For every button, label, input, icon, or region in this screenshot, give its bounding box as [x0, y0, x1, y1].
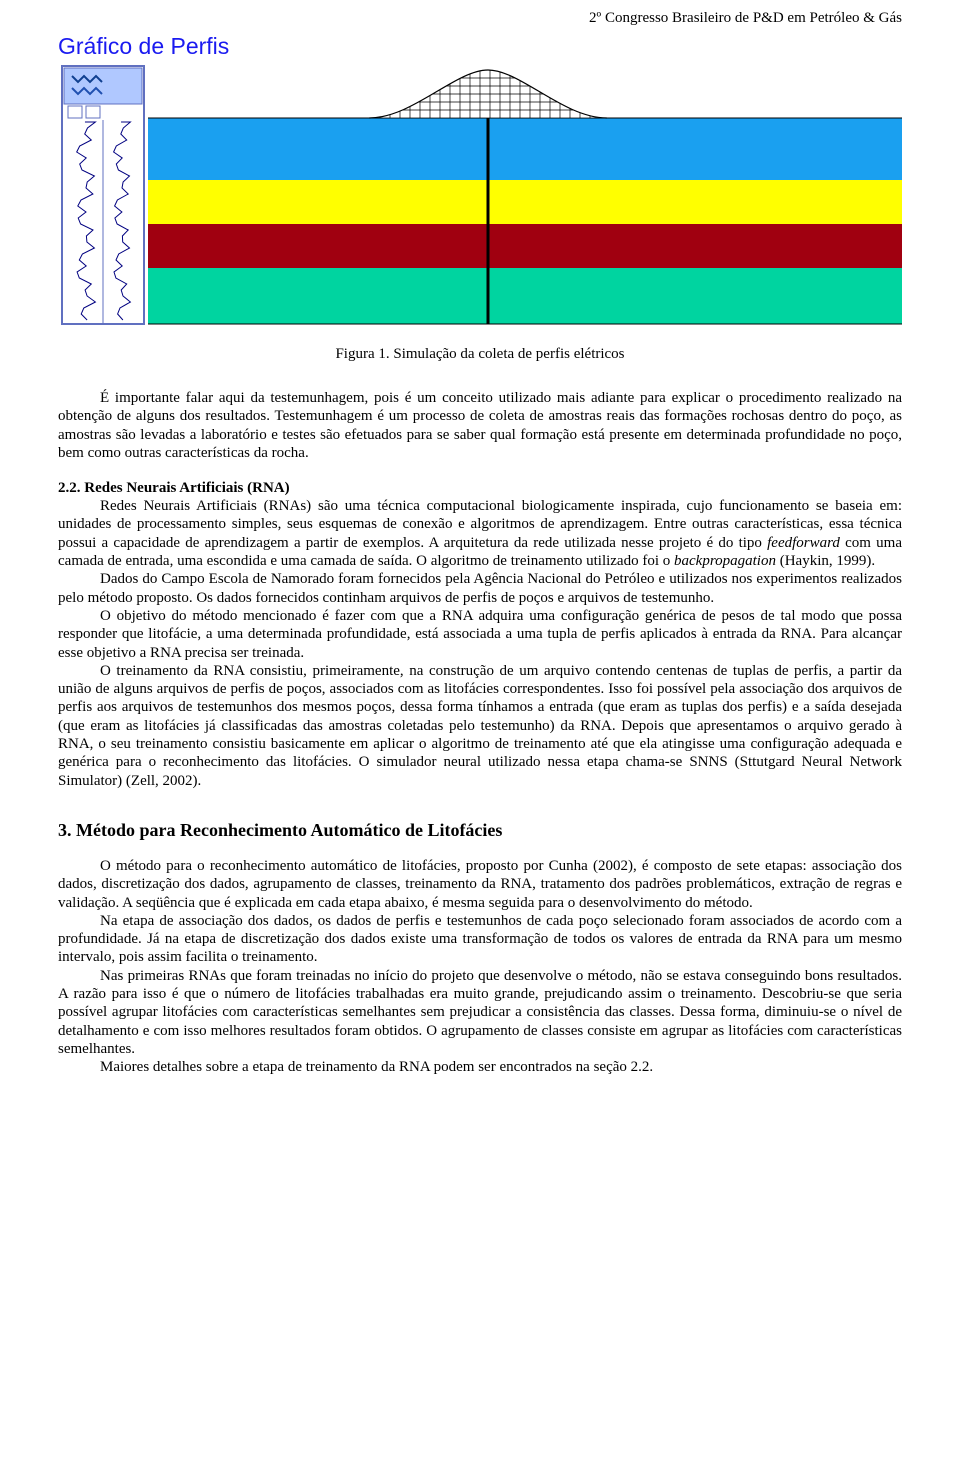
italic-feedforward: feedforward	[767, 535, 840, 551]
running-header: 2º Congresso Brasileiro de P&D em Petról…	[58, 10, 902, 27]
paragraph-3-a: O método para o reconhecimento automátic…	[58, 857, 902, 912]
figure-title: Gráfico de Perfis	[58, 33, 902, 60]
paragraph-3-c: Nas primeiras RNAs que foram treinadas n…	[58, 967, 902, 1058]
italic-backpropagation: backpropagation	[674, 553, 776, 569]
text-run: (Haykin, 1999).	[776, 553, 875, 569]
figure-1: Gráfico de Perfis	[58, 33, 902, 326]
section-3-title: 3. Método para Reconhecimento Automático…	[58, 820, 902, 841]
paragraph-2-2-a: Redes Neurais Artificiais (RNAs) são uma…	[58, 497, 902, 570]
figure-caption: Figura 1. Simulação da coleta de perfis …	[58, 346, 902, 363]
paragraph-3-d: Maiores detalhes sobre a etapa de treina…	[58, 1058, 902, 1076]
paragraph-intro: É importante falar aqui da testemunhagem…	[58, 389, 902, 462]
paragraph-2-2-d: O treinamento da RNA consistiu, primeira…	[58, 662, 902, 790]
page-body: 2º Congresso Brasileiro de P&D em Petról…	[0, 0, 960, 1117]
paragraph-2-2-b: Dados do Campo Escola de Namorado foram …	[58, 570, 902, 607]
paragraph-2-2-c: O objetivo do método mencionado é fazer …	[58, 607, 902, 662]
paragraph-3-b: Na etapa de associação dos dados, os dad…	[58, 912, 902, 967]
subsection-2-2-title: 2.2. Redes Neurais Artificiais (RNA)	[58, 480, 902, 497]
figure-graphic	[58, 64, 902, 326]
